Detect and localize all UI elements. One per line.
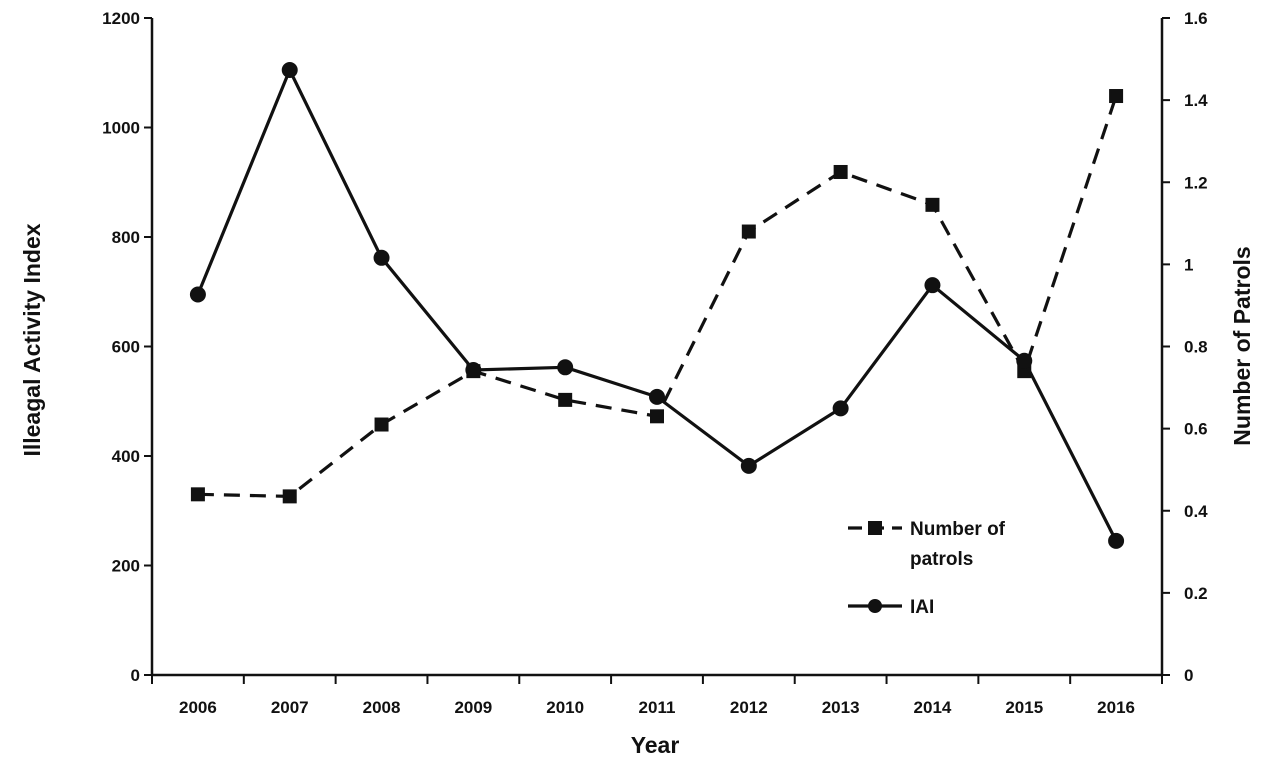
y-right-tick-label: 0.6 [1184, 420, 1208, 439]
ticks: 0 200 400 600 800 1000 1200 0 0.2 0.4 0.6 0.8 1 1.2 1.… [102, 9, 1208, 717]
x-tick-label: 2008 [363, 698, 401, 717]
y-left-tick-label: 200 [112, 557, 140, 576]
data-point-circle [281, 62, 298, 79]
data-point-square [925, 197, 940, 212]
y-axis-left-title: Illeagal Activity Index [19, 223, 45, 456]
y-right-tick-label: 1.6 [1184, 9, 1208, 28]
data-point-square [282, 489, 297, 504]
legend-label-patrols-line2: patrols [910, 549, 973, 570]
y-right-tick-label: 1 [1184, 255, 1193, 274]
data-point-square [650, 409, 664, 424]
x-tick-label: 2014 [914, 698, 952, 717]
data-point-circle [924, 277, 941, 294]
x-tick-label: 2010 [546, 698, 584, 717]
x-tick-label: 2012 [730, 698, 768, 717]
data-point-square [190, 487, 205, 502]
data-point-circle [189, 286, 206, 303]
data-point-square [741, 224, 756, 239]
x-tick-label: 2013 [822, 698, 860, 717]
series-line [196, 68, 1118, 542]
data-point-circle [1016, 352, 1033, 369]
data-point-circle [373, 249, 390, 266]
y-axis-right-title: Number of Patrols [1229, 246, 1255, 445]
y-right-tick-label: 1.4 [1184, 91, 1208, 110]
y-left-tick-label: 1000 [102, 119, 140, 138]
x-tick-label: 2009 [454, 698, 492, 717]
y-right-tick-label: 0.4 [1184, 502, 1208, 521]
data-point-square [1109, 89, 1124, 104]
data-point-circle [740, 457, 757, 474]
legend-marker-square [868, 521, 882, 535]
legend-label-patrols-line1: Number of [910, 519, 1006, 540]
data-point-circle [649, 388, 665, 405]
data-point-square [374, 417, 389, 432]
x-tick-label: 2016 [1097, 698, 1135, 717]
y-right-tick-label: 0.2 [1184, 584, 1208, 603]
series-layer [189, 62, 1125, 549]
data-point-circle [1108, 532, 1125, 549]
y-right-tick-label: 0.8 [1184, 338, 1208, 357]
legend-label-iai: IAI [910, 597, 934, 618]
x-tick-label: 2015 [1005, 698, 1043, 717]
data-point-square [558, 392, 573, 407]
y-left-tick-label: 1200 [102, 9, 140, 28]
x-tick-label: 2006 [179, 698, 217, 717]
y-left-tick-label: 800 [112, 228, 140, 247]
series-iai [189, 62, 1125, 549]
legend-marker-circle [868, 599, 882, 613]
y-right-tick-label: 0 [1184, 666, 1193, 685]
series-line [197, 95, 1118, 498]
y-left-tick-label: 0 [131, 666, 140, 685]
data-point-circle [557, 359, 574, 376]
x-axis-title: Year [631, 732, 680, 758]
y-left-tick-label: 600 [112, 338, 140, 357]
data-point-square [833, 164, 848, 179]
data-point-circle [465, 362, 482, 379]
x-tick-label: 2011 [639, 698, 676, 717]
data-point-circle [832, 400, 849, 417]
y-right-tick-label: 1.2 [1184, 173, 1208, 192]
x-tick-label: 2007 [271, 698, 309, 717]
y-left-tick-label: 400 [112, 447, 140, 466]
legend: Number of patrols IAI [848, 519, 1006, 618]
